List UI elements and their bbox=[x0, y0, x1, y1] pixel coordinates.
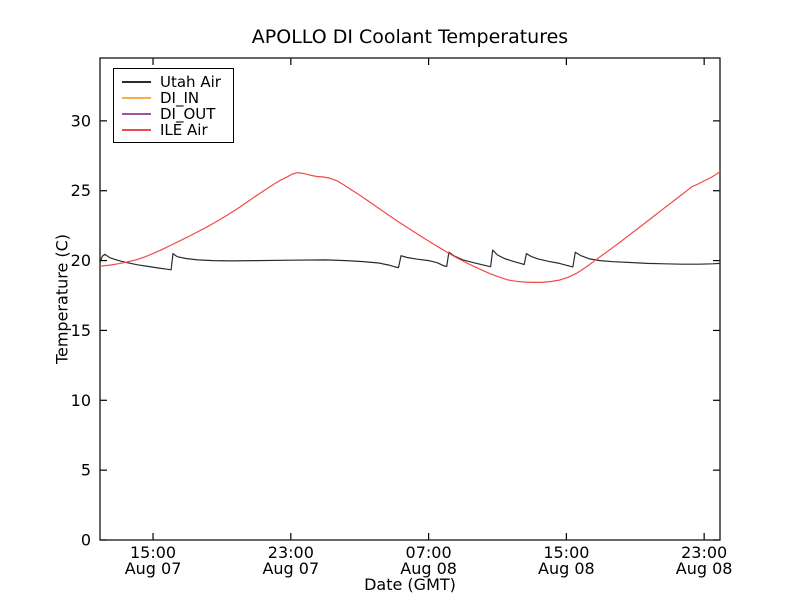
x-tick-label-date: Aug 08 bbox=[400, 559, 457, 578]
x-tick-label-date: Aug 07 bbox=[262, 559, 319, 578]
x-tick-label-time: 23:00 bbox=[268, 543, 314, 562]
legend-line-sample-di-in bbox=[122, 97, 151, 99]
utah-air-line bbox=[99, 249, 721, 271]
legend: Utah Air DI_IN DI_OUT ILE Air bbox=[113, 68, 234, 143]
y-axis-label: Temperature (C) bbox=[52, 233, 72, 365]
legend-item-ile-air: ILE Air bbox=[122, 122, 221, 138]
legend-item-di-in: DI_IN bbox=[122, 90, 221, 106]
legend-label: DI_IN bbox=[160, 89, 200, 107]
y-tick-label: 30 bbox=[71, 111, 91, 130]
x-tick-label-time: 07:00 bbox=[406, 543, 452, 562]
y-tick-label: 5 bbox=[81, 461, 91, 480]
legend-label: DI_OUT bbox=[160, 105, 216, 123]
ile-air-line bbox=[99, 171, 721, 283]
x-tick-label-time: 23:00 bbox=[681, 543, 727, 562]
legend-label: Utah Air bbox=[160, 73, 221, 91]
legend-line-sample-di-out bbox=[122, 113, 151, 115]
y-tick-label: 25 bbox=[71, 181, 91, 200]
legend-label: ILE Air bbox=[160, 121, 208, 139]
y-tick-label: 15 bbox=[71, 321, 91, 340]
y-tick-label: 10 bbox=[71, 391, 91, 410]
y-tick-label: 0 bbox=[81, 531, 91, 550]
chart-title: APOLLO DI Coolant Temperatures bbox=[251, 26, 569, 48]
x-tick-label-date: Aug 08 bbox=[676, 559, 733, 578]
legend-item-utah-air: Utah Air bbox=[122, 74, 221, 90]
legend-line-sample-utah-air bbox=[122, 81, 151, 83]
legend-line-sample-ile-air bbox=[122, 129, 151, 131]
y-tick-label: 20 bbox=[71, 251, 91, 270]
x-axis-label: Date (GMT) bbox=[364, 575, 456, 594]
x-tick-label-date: Aug 08 bbox=[538, 559, 595, 578]
x-tick-label-time: 15:00 bbox=[130, 543, 176, 562]
x-tick-label-time: 15:00 bbox=[543, 543, 589, 562]
x-tick-label-date: Aug 07 bbox=[125, 559, 182, 578]
axes-frame bbox=[99, 57, 721, 541]
legend-item-di-out: DI_OUT bbox=[122, 106, 221, 122]
